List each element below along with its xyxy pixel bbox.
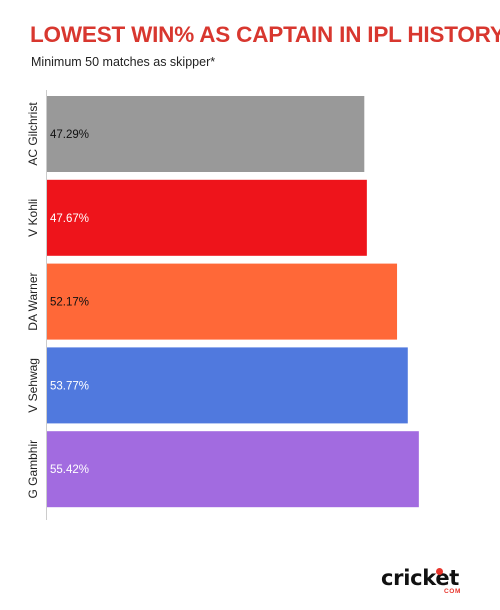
category-label: V Sehwag [26,358,40,413]
bar-g-gambhir [47,431,419,508]
bar-v-sehwag [47,347,408,424]
chart-title: LOWEST WIN% AS CAPTAIN IN IPL HISTORY [30,22,500,47]
logo-wordmark: cricket [381,566,460,590]
chart-subtitle: Minimum 50 matches as skipper* [31,55,216,69]
bar-v-kohli [47,179,367,256]
bar-value-label: 53.77% [50,380,89,392]
category-label: DA Warner [26,272,40,330]
bar-value-label: 55.42% [50,464,89,476]
category-label: AC Gilchrist [26,102,40,166]
bar-value-label: 52.17% [50,297,89,309]
category-label: G Gambhir [26,440,40,499]
cricket-com-logo: cricket COM [381,566,481,596]
bar-ac-gilchrist [47,96,365,172]
category-label: V Kohli [26,199,40,237]
bar-da-warner [47,263,398,340]
bar-value-label: 47.29% [50,129,89,141]
logo-dot-icon [436,568,443,575]
logo-suffix: COM [444,588,461,595]
bar-value-label: 47.67% [50,213,89,225]
